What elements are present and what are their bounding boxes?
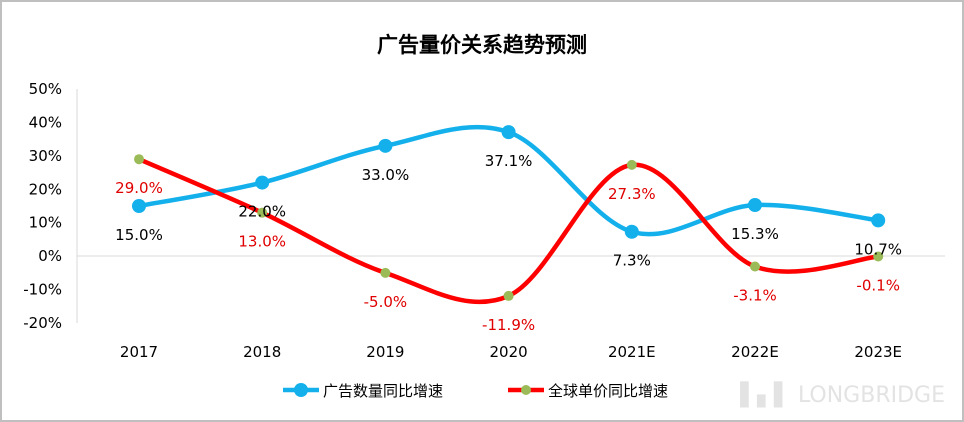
x-tick-label: 2017 [120, 343, 158, 361]
data-label: 22.0% [238, 203, 286, 221]
data-point [255, 175, 270, 190]
data-point [873, 251, 884, 262]
data-point [748, 197, 762, 212]
y-tick-label: 10% [29, 214, 62, 232]
data-point [871, 213, 886, 228]
data-label: 37.1% [485, 152, 533, 170]
data-label: 27.3% [608, 185, 656, 203]
data-label: -11.9% [482, 316, 535, 334]
chart-title: 广告量价关系趋势预测 [377, 33, 587, 57]
data-label: 15.0% [115, 226, 163, 244]
legend-marker [521, 385, 531, 395]
data-point [626, 159, 637, 170]
data-point [624, 224, 639, 239]
x-tick-label: 2019 [366, 343, 404, 361]
data-label: 10.7% [854, 240, 902, 258]
data-point [257, 207, 268, 218]
data-point [134, 154, 144, 165]
legend-label: 全球单价同比增速 [548, 382, 668, 400]
y-tick-label: 30% [29, 147, 62, 165]
x-tick-label: 2022E [731, 343, 779, 361]
x-tick-label: 2023E [854, 343, 902, 361]
y-tick-label: 0% [38, 247, 62, 265]
x-tick-label: 2020 [490, 343, 528, 361]
data-label: 13.0% [238, 233, 286, 251]
data-label: -3.1% [733, 287, 777, 305]
y-tick-label: 50% [29, 80, 62, 98]
data-label: -0.1% [856, 276, 900, 294]
y-tick-label: 20% [29, 180, 62, 198]
data-point [132, 199, 146, 213]
longbridge-watermark: ▌▖▌ LONGBRIDGE [739, 381, 945, 408]
data-point [503, 290, 514, 301]
legend-label: 广告数量同比增速 [323, 382, 443, 400]
data-label: 33.0% [362, 166, 410, 184]
data-label: -5.0% [364, 293, 408, 311]
legend-marker [294, 383, 308, 397]
data-point [378, 138, 393, 153]
x-tick-label: 2018 [243, 343, 281, 361]
y-tick-label: -20% [23, 314, 62, 332]
data-point [380, 267, 391, 278]
data-label: 15.3% [731, 225, 779, 243]
y-tick-label: 40% [29, 113, 62, 131]
x-tick-label: 2021E [608, 343, 656, 361]
data-label: 7.3% [613, 252, 651, 270]
data-label: 29.0% [115, 179, 163, 197]
y-tick-label: -10% [23, 281, 62, 299]
data-point [750, 261, 760, 272]
data-point [501, 125, 516, 140]
